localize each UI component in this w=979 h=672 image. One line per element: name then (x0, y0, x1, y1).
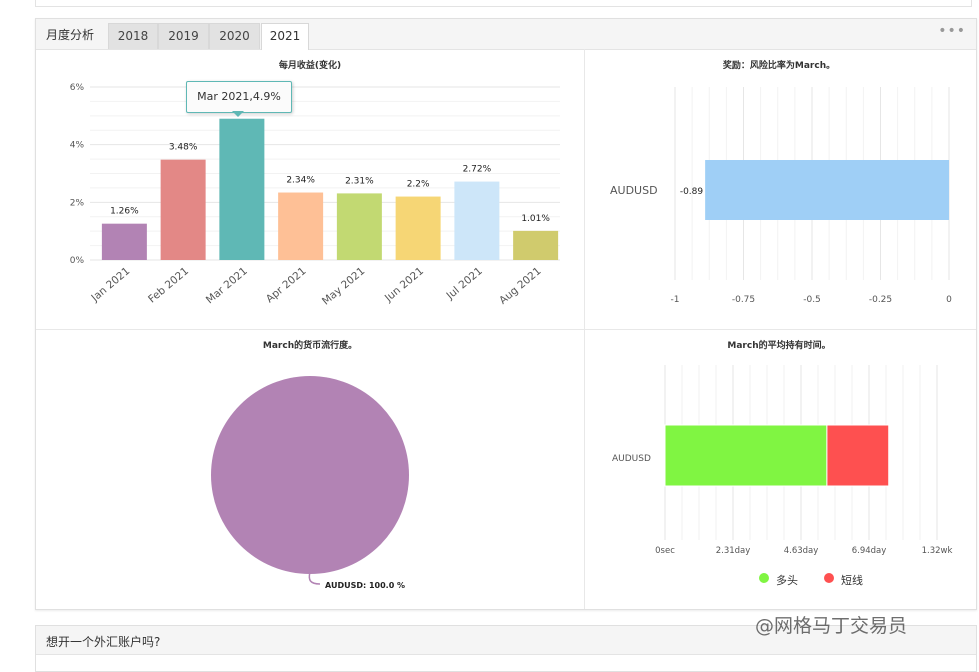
bar-aug-2021[interactable] (513, 230, 559, 260)
tab-2021[interactable]: 2021 (261, 23, 309, 50)
legend-long-marker[interactable] (759, 573, 769, 583)
bar-may-2021[interactable] (336, 193, 382, 260)
x-tick-label: -0.25 (869, 295, 892, 305)
x-tick-label: Jun 2021 (382, 265, 426, 305)
tab-bar-label: 月度分析 (46, 28, 95, 42)
chart-tooltip-arrow (232, 111, 244, 117)
y-tick-label: 4% (70, 141, 85, 151)
x-tick-label: 2.31day (716, 546, 751, 556)
x-tick-label: Mar 2021 (204, 265, 250, 306)
x-tick-label: -0.5 (803, 295, 821, 305)
bar-data-label: 3.48% (169, 143, 198, 153)
legend-short-marker[interactable] (824, 573, 834, 583)
x-tick-label: May 2021 (320, 265, 367, 307)
bar-mar-2021[interactable] (219, 118, 265, 260)
bar-data-label: 1.26% (110, 207, 139, 217)
currency-popularity-chart: AUDUSD: 100.0 % (211, 376, 409, 590)
x-tick-label: 0sec (655, 546, 675, 556)
x-tick-label: -1 (671, 295, 680, 305)
x-tick-label: Jul 2021 (444, 265, 485, 302)
x-tick-label: Feb 2021 (146, 265, 191, 305)
tab-2020[interactable]: 2020 (209, 23, 260, 49)
y-tick-label: 2% (70, 198, 85, 208)
tab-2019[interactable]: 2019 (158, 23, 209, 49)
pie-slice-audusd[interactable] (211, 376, 409, 574)
x-tick-label: Jan 2021 (88, 265, 132, 305)
bar-feb-2021[interactable] (160, 159, 206, 260)
bar-data-label: 2.31% (345, 176, 374, 186)
x-tick-label: Aug 2021 (497, 265, 543, 307)
open-account-header: 想开一个外汇账户吗? (36, 626, 976, 655)
panel-divider-horizontal (36, 329, 976, 330)
x-tick-label: 6.94day (852, 546, 887, 556)
y-tick-label: 6% (70, 83, 85, 93)
bar-jan-2021[interactable] (101, 223, 147, 260)
bar-segment-short[interactable] (826, 424, 890, 487)
holding-chart-title: March的平均持有时间。 (727, 341, 831, 351)
bar-audusd[interactable] (705, 160, 949, 220)
bar-jul-2021[interactable] (454, 181, 500, 260)
tab-2018[interactable]: 2018 (108, 23, 158, 49)
y-tick-label: 0% (70, 256, 85, 266)
bar-segment-long[interactable] (664, 424, 828, 487)
more-options-icon[interactable]: ••• (938, 23, 966, 39)
holding-time-chart: AUDUSD 0sec 2.31day 4.63day 6.94day 1.32wk (612, 365, 953, 556)
x-tick-label: 1.32wk (922, 546, 953, 556)
bar-jun-2021[interactable] (395, 196, 441, 260)
monthly-analysis-panel: 月度分析 2018 2019 2020 2021 ••• (35, 18, 977, 610)
chart-tooltip: Mar 2021,4.9% (186, 81, 292, 113)
pie-label-connector (308, 571, 321, 585)
category-label: AUDUSD (612, 454, 651, 464)
reward-risk-chart: -0.89 AUDUSD -1 -0.75 -0.5 -0.25 0 (610, 87, 952, 305)
bar-apr-2021[interactable] (278, 192, 324, 260)
open-account-panel: 想开一个外汇账户吗? (35, 625, 977, 672)
legend-long-label[interactable]: 多头 (776, 574, 798, 587)
bar-data-label: 2.2% (407, 180, 430, 190)
x-tick-label: 0 (946, 295, 952, 305)
bar-data-label: 1.01% (521, 214, 550, 224)
bar-data-label: 2.34% (286, 176, 315, 186)
x-tick-label: Apr 2021 (264, 265, 309, 305)
bar-data-label: 2.72% (463, 165, 492, 175)
open-account-title: 想开一个外汇账户吗? (46, 635, 161, 649)
x-tick-label: -0.75 (732, 295, 755, 305)
monthly-chart-title: 每月收益(变化) (278, 61, 342, 71)
previous-panel-edge (35, 0, 972, 7)
currency-chart-title: March的货币流行度。 (262, 341, 358, 351)
watermark: @网格马丁交易员 (755, 615, 908, 637)
pie-slice-label: AUDUSD: 100.0 % (325, 581, 405, 590)
bar-data-label: -0.89 (680, 187, 704, 197)
x-tick-label: 4.63day (784, 546, 819, 556)
legend-short-label[interactable]: 短线 (841, 574, 863, 587)
risk-chart-title: 奖励：风险比率为March。 (722, 61, 836, 71)
category-label: AUDUSD (610, 184, 658, 197)
tab-bar: 月度分析 2018 2019 2020 2021 ••• (36, 19, 976, 50)
